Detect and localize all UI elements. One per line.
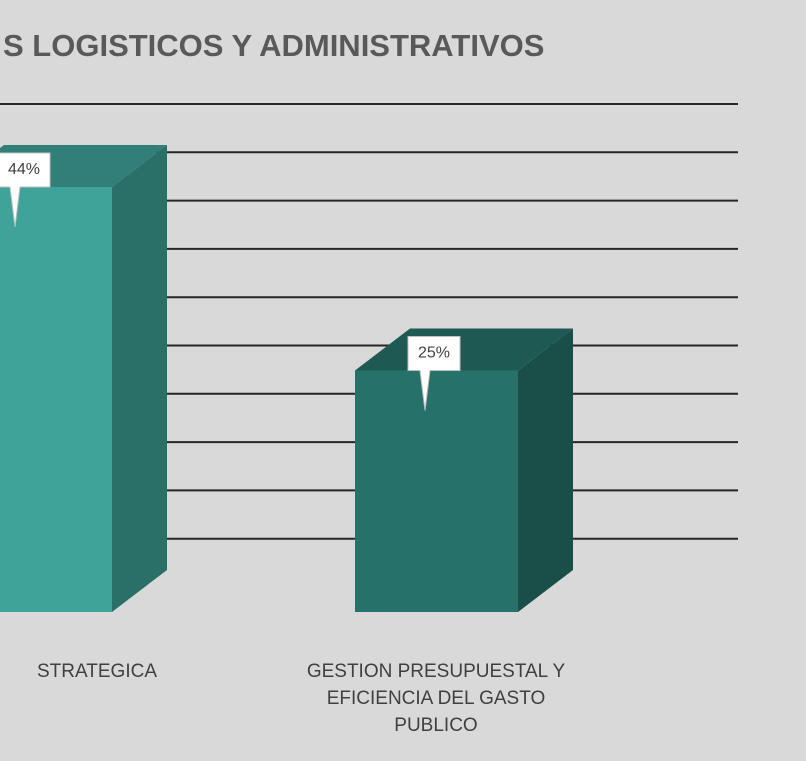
data-label: 25% [418,345,450,362]
bar-front [0,186,112,612]
x-tick-label: GESTION PRESUPUESTAL Y EFICIENCIA DEL GAS… [307,661,566,736]
bar [0,144,167,612]
bar [355,328,573,612]
data-label: 44% [8,161,40,178]
bar-front [355,370,518,612]
chart-title: S LOGISTICOS Y ADMINISTRATIVOS [3,28,544,63]
bar-side [112,144,167,612]
bar-side [518,328,573,612]
data-label-box [407,336,461,411]
x-tick-label: STRATEGICA [37,661,157,682]
data-label-box [0,152,51,228]
